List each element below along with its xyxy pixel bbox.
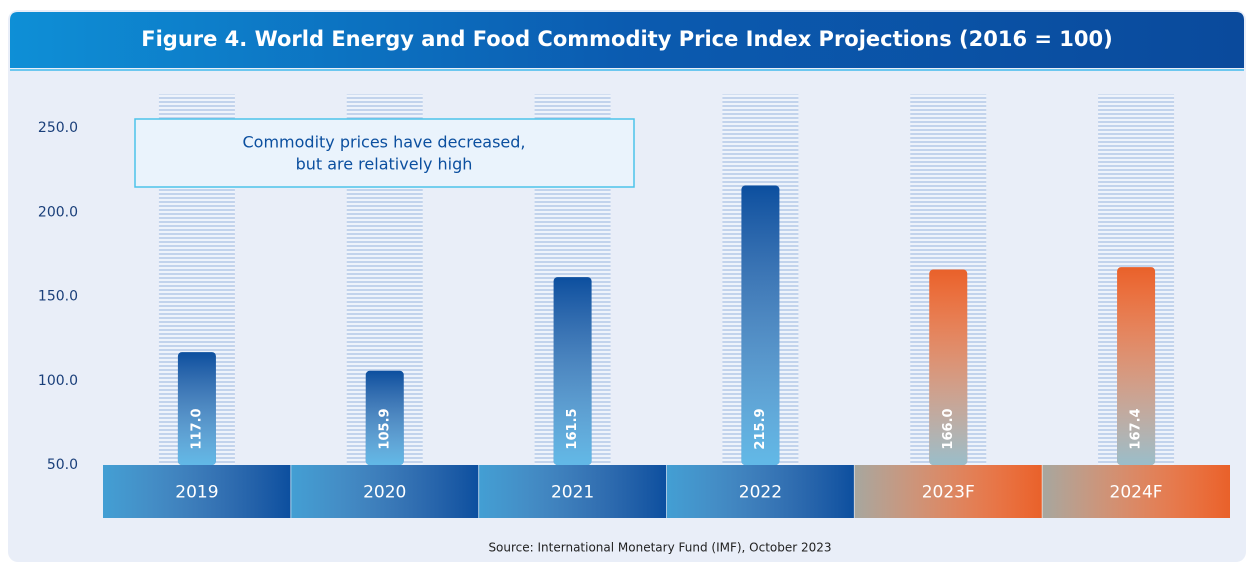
bar-shine xyxy=(741,185,780,465)
category-shine xyxy=(1042,465,1230,518)
plot: 50.0 100.0 150.0 200.0 250.0 117.0 105.9 161.5 2… xyxy=(38,94,1230,518)
value-label: 105.9 xyxy=(377,408,392,449)
value-label: 161.5 xyxy=(565,408,580,449)
chart-title: Figure 4. World Energy and Food Commodit… xyxy=(141,27,1113,51)
bar-shine xyxy=(929,269,968,465)
source: Source: International Monetary Fund (IMF… xyxy=(488,541,831,555)
x-tick-label: 2021 xyxy=(551,483,594,503)
value-label: 117.0 xyxy=(189,408,204,449)
x-tick-label: 2020 xyxy=(363,483,406,503)
category-shine xyxy=(666,465,855,518)
bar-shine xyxy=(177,352,216,465)
category-shine xyxy=(290,465,479,518)
y-tick-label: 150.0 xyxy=(38,289,78,305)
y-tick-label: 100.0 xyxy=(38,373,78,389)
category-shine xyxy=(854,465,1043,518)
annotation-frame xyxy=(134,118,635,188)
value-label: 167.4 xyxy=(1129,408,1144,449)
annotation-line: Commodity prices have decreased, xyxy=(242,133,525,152)
value-label: 166.0 xyxy=(941,408,956,449)
category-shine xyxy=(103,465,291,518)
x-tick-label: 2023F xyxy=(922,483,975,503)
bar-shine xyxy=(365,370,404,465)
category-shine xyxy=(478,465,667,518)
x-tick-label: 2024F xyxy=(1110,483,1163,503)
annotation-box: Commodity prices have decreased, but are… xyxy=(134,118,635,188)
value-label: 215.9 xyxy=(753,408,768,449)
annotation-line: but are relatively high xyxy=(296,155,473,174)
bar-shine xyxy=(553,277,592,465)
header xyxy=(10,12,1244,68)
x-tick-label: 2022 xyxy=(739,483,782,503)
y-tick-label: 200.0 xyxy=(38,204,78,220)
y-tick-label: 50.0 xyxy=(47,457,78,473)
x-tick-label: 2019 xyxy=(175,483,218,503)
y-tick-label: 250.0 xyxy=(38,120,78,136)
bar-shine xyxy=(1117,267,1156,465)
